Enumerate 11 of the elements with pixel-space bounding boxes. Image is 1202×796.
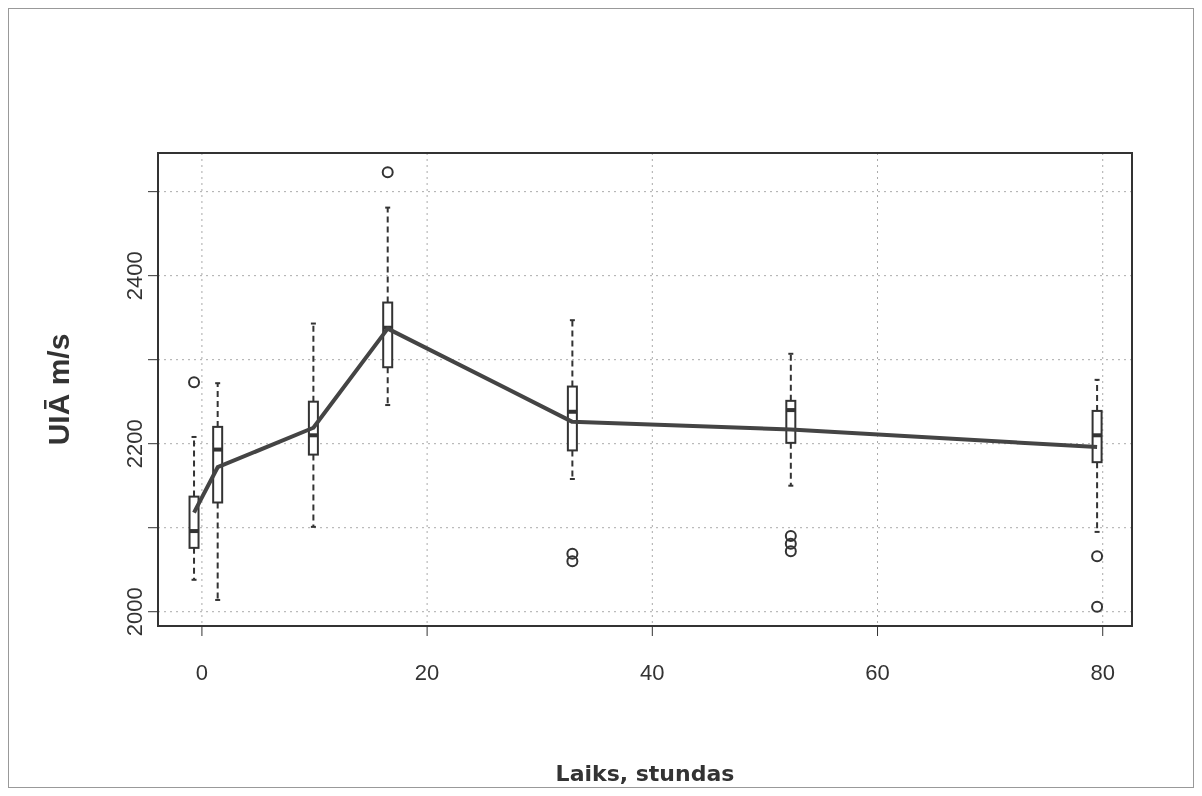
x-tick-label: 80 (1090, 659, 1115, 685)
x-tick-label: 0 (195, 659, 209, 685)
y-axis-title: UIĀ m/s (41, 333, 75, 446)
y-tick-label: 2000 (122, 587, 147, 637)
x-tick-label: 60 (865, 659, 890, 685)
x-tick-label: 40 (640, 659, 665, 685)
x-axis-title: Laiks, stundas (555, 761, 735, 786)
line-series (192, 326, 1100, 515)
y-tick-label: 2200 (122, 419, 147, 469)
x-tick-label: 20 (414, 659, 440, 685)
y-tick-label: 2400 (122, 251, 147, 301)
